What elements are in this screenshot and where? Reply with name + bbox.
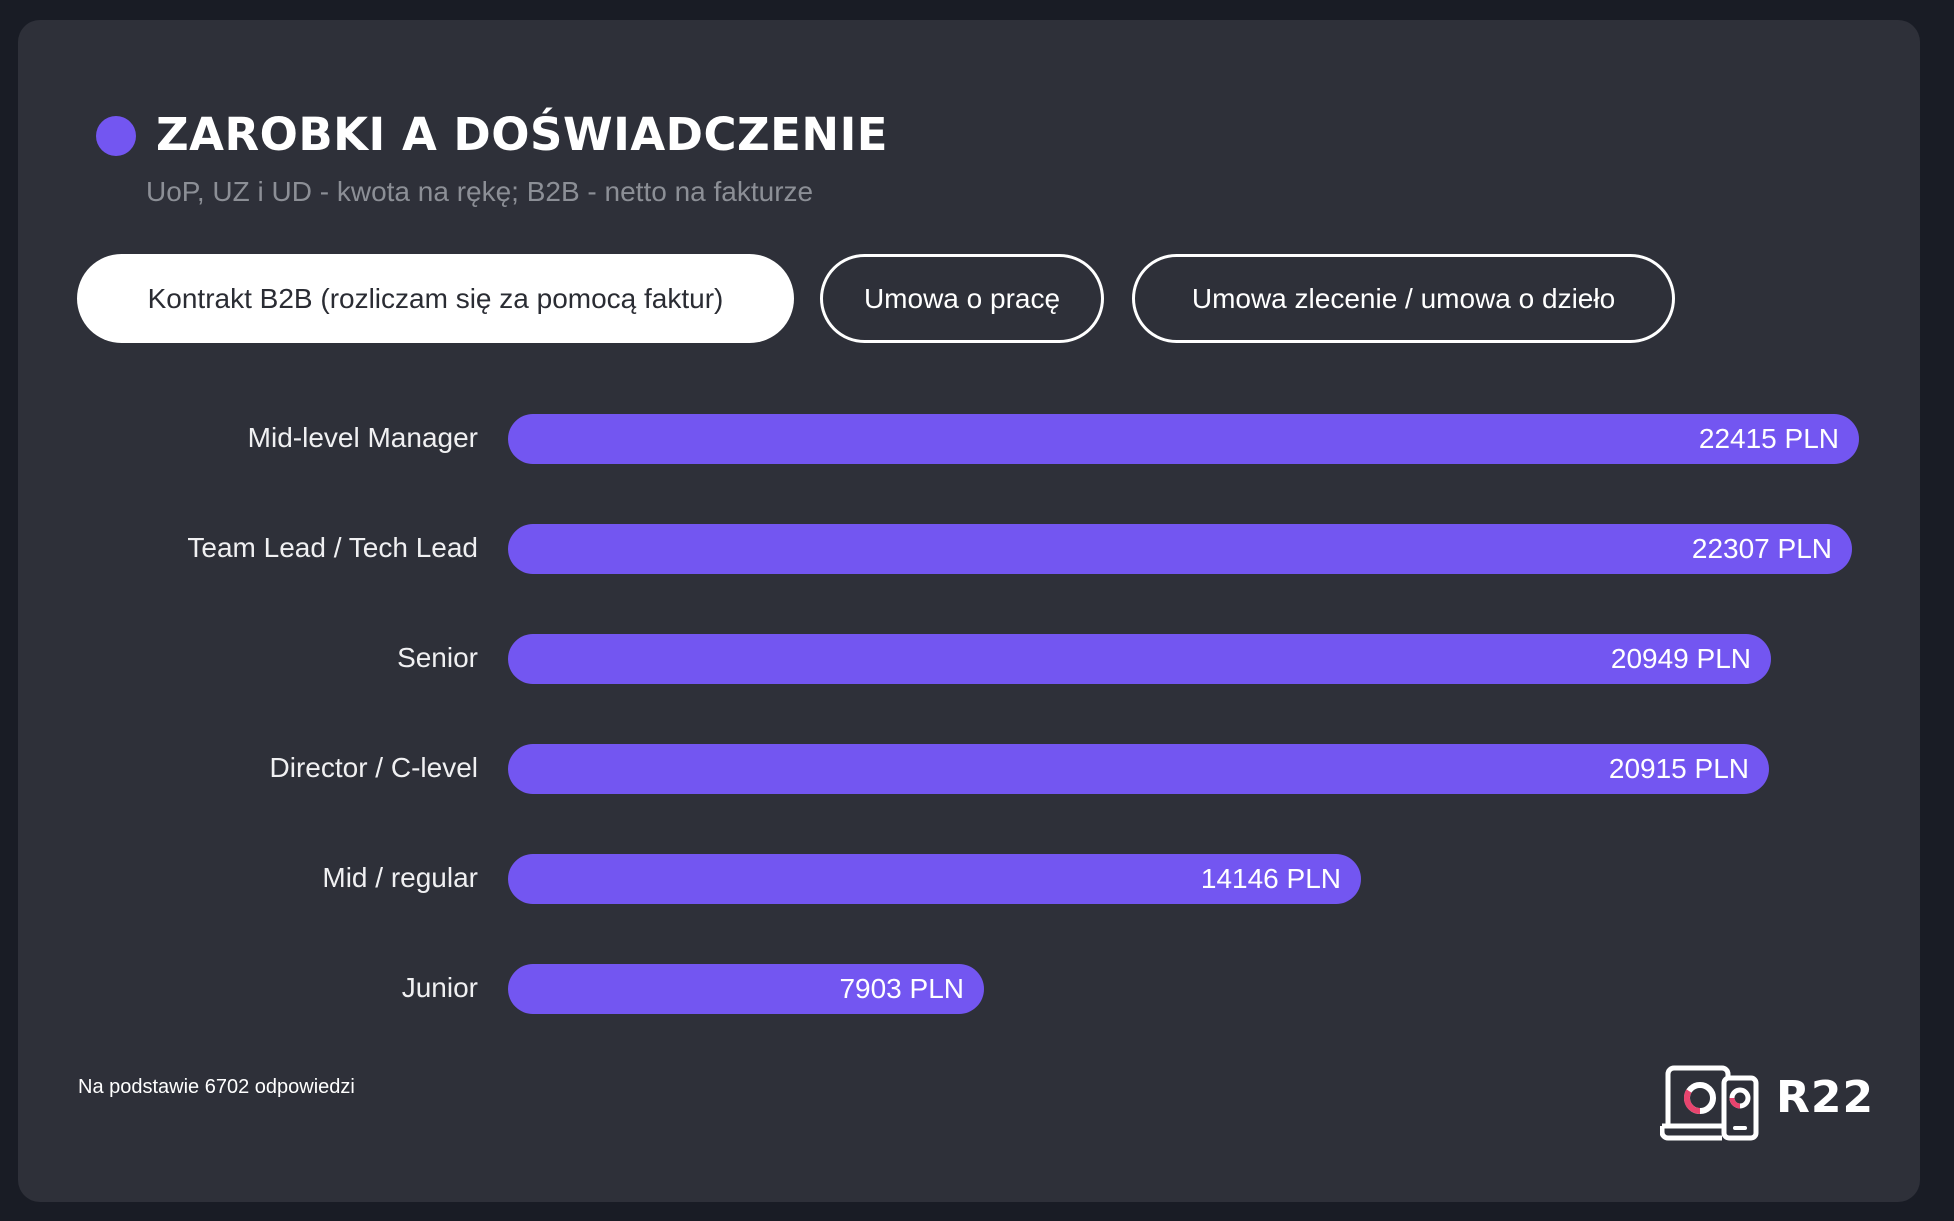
responses-count-note: Na podstawie 6702 odpowiedzi — [78, 1076, 355, 1098]
bar: 14146 PLN — [508, 854, 1361, 904]
bar-value-label: 14146 PLN — [1200, 863, 1341, 894]
tab-umowa-o-prace[interactable]: Umowa o pracę — [820, 254, 1104, 343]
bar: 20949 PLN — [508, 634, 1771, 684]
category-label: Mid-level Manager — [247, 422, 478, 453]
tab-umowa-zlecenie[interactable]: Umowa zlecenie / umowa o dzieło — [1132, 254, 1675, 343]
bar-value-label: 20949 PLN — [1610, 643, 1751, 674]
tab-b2b[interactable]: Kontrakt B2B (rozliczam się za pomocą fa… — [77, 254, 794, 343]
bar-value-label: 22307 PLN — [1691, 533, 1832, 564]
chart-card: ZAROBKI A DOŚWIADCZENIE UoP, UZ i UD - k… — [18, 20, 1920, 1202]
bar-value-label: 20915 PLN — [1608, 753, 1749, 784]
bar: 22415 PLN — [508, 414, 1859, 464]
tab-label: Kontrakt B2B (rozliczam się za pomocą fa… — [147, 282, 724, 314]
bar: 22307 PLN — [508, 524, 1852, 574]
chart-title: ZAROBKI A DOŚWIADCZENIE — [156, 108, 889, 161]
title-dot-icon — [96, 116, 136, 156]
laptop-phone-donut-icon — [1660, 1065, 1759, 1141]
category-label: Senior — [397, 642, 478, 673]
tab-label: Umowa zlecenie / umowa o dzieło — [1191, 282, 1616, 314]
logo-text: R22 — [1776, 1072, 1875, 1123]
r22-logo: R22 — [1660, 1064, 1873, 1144]
bar: 7903 PLN — [508, 964, 984, 1014]
bar-value-label: 22415 PLN — [1698, 423, 1839, 454]
category-label: Team Lead / Tech Lead — [187, 532, 478, 563]
bar: 20915 PLN — [508, 744, 1769, 794]
category-label: Director / C-level — [269, 752, 478, 783]
chart-subtitle: UoP, UZ i UD - kwota na rękę; B2B - nett… — [146, 176, 814, 207]
donut-accent — [1729, 1097, 1741, 1109]
tab-label: Umowa o pracę — [863, 282, 1061, 314]
donut-accent — [1683, 1089, 1701, 1115]
bar-value-label: 7903 PLN — [839, 973, 964, 1004]
category-label: Junior — [401, 972, 478, 1003]
category-label: Mid / regular — [322, 862, 478, 893]
